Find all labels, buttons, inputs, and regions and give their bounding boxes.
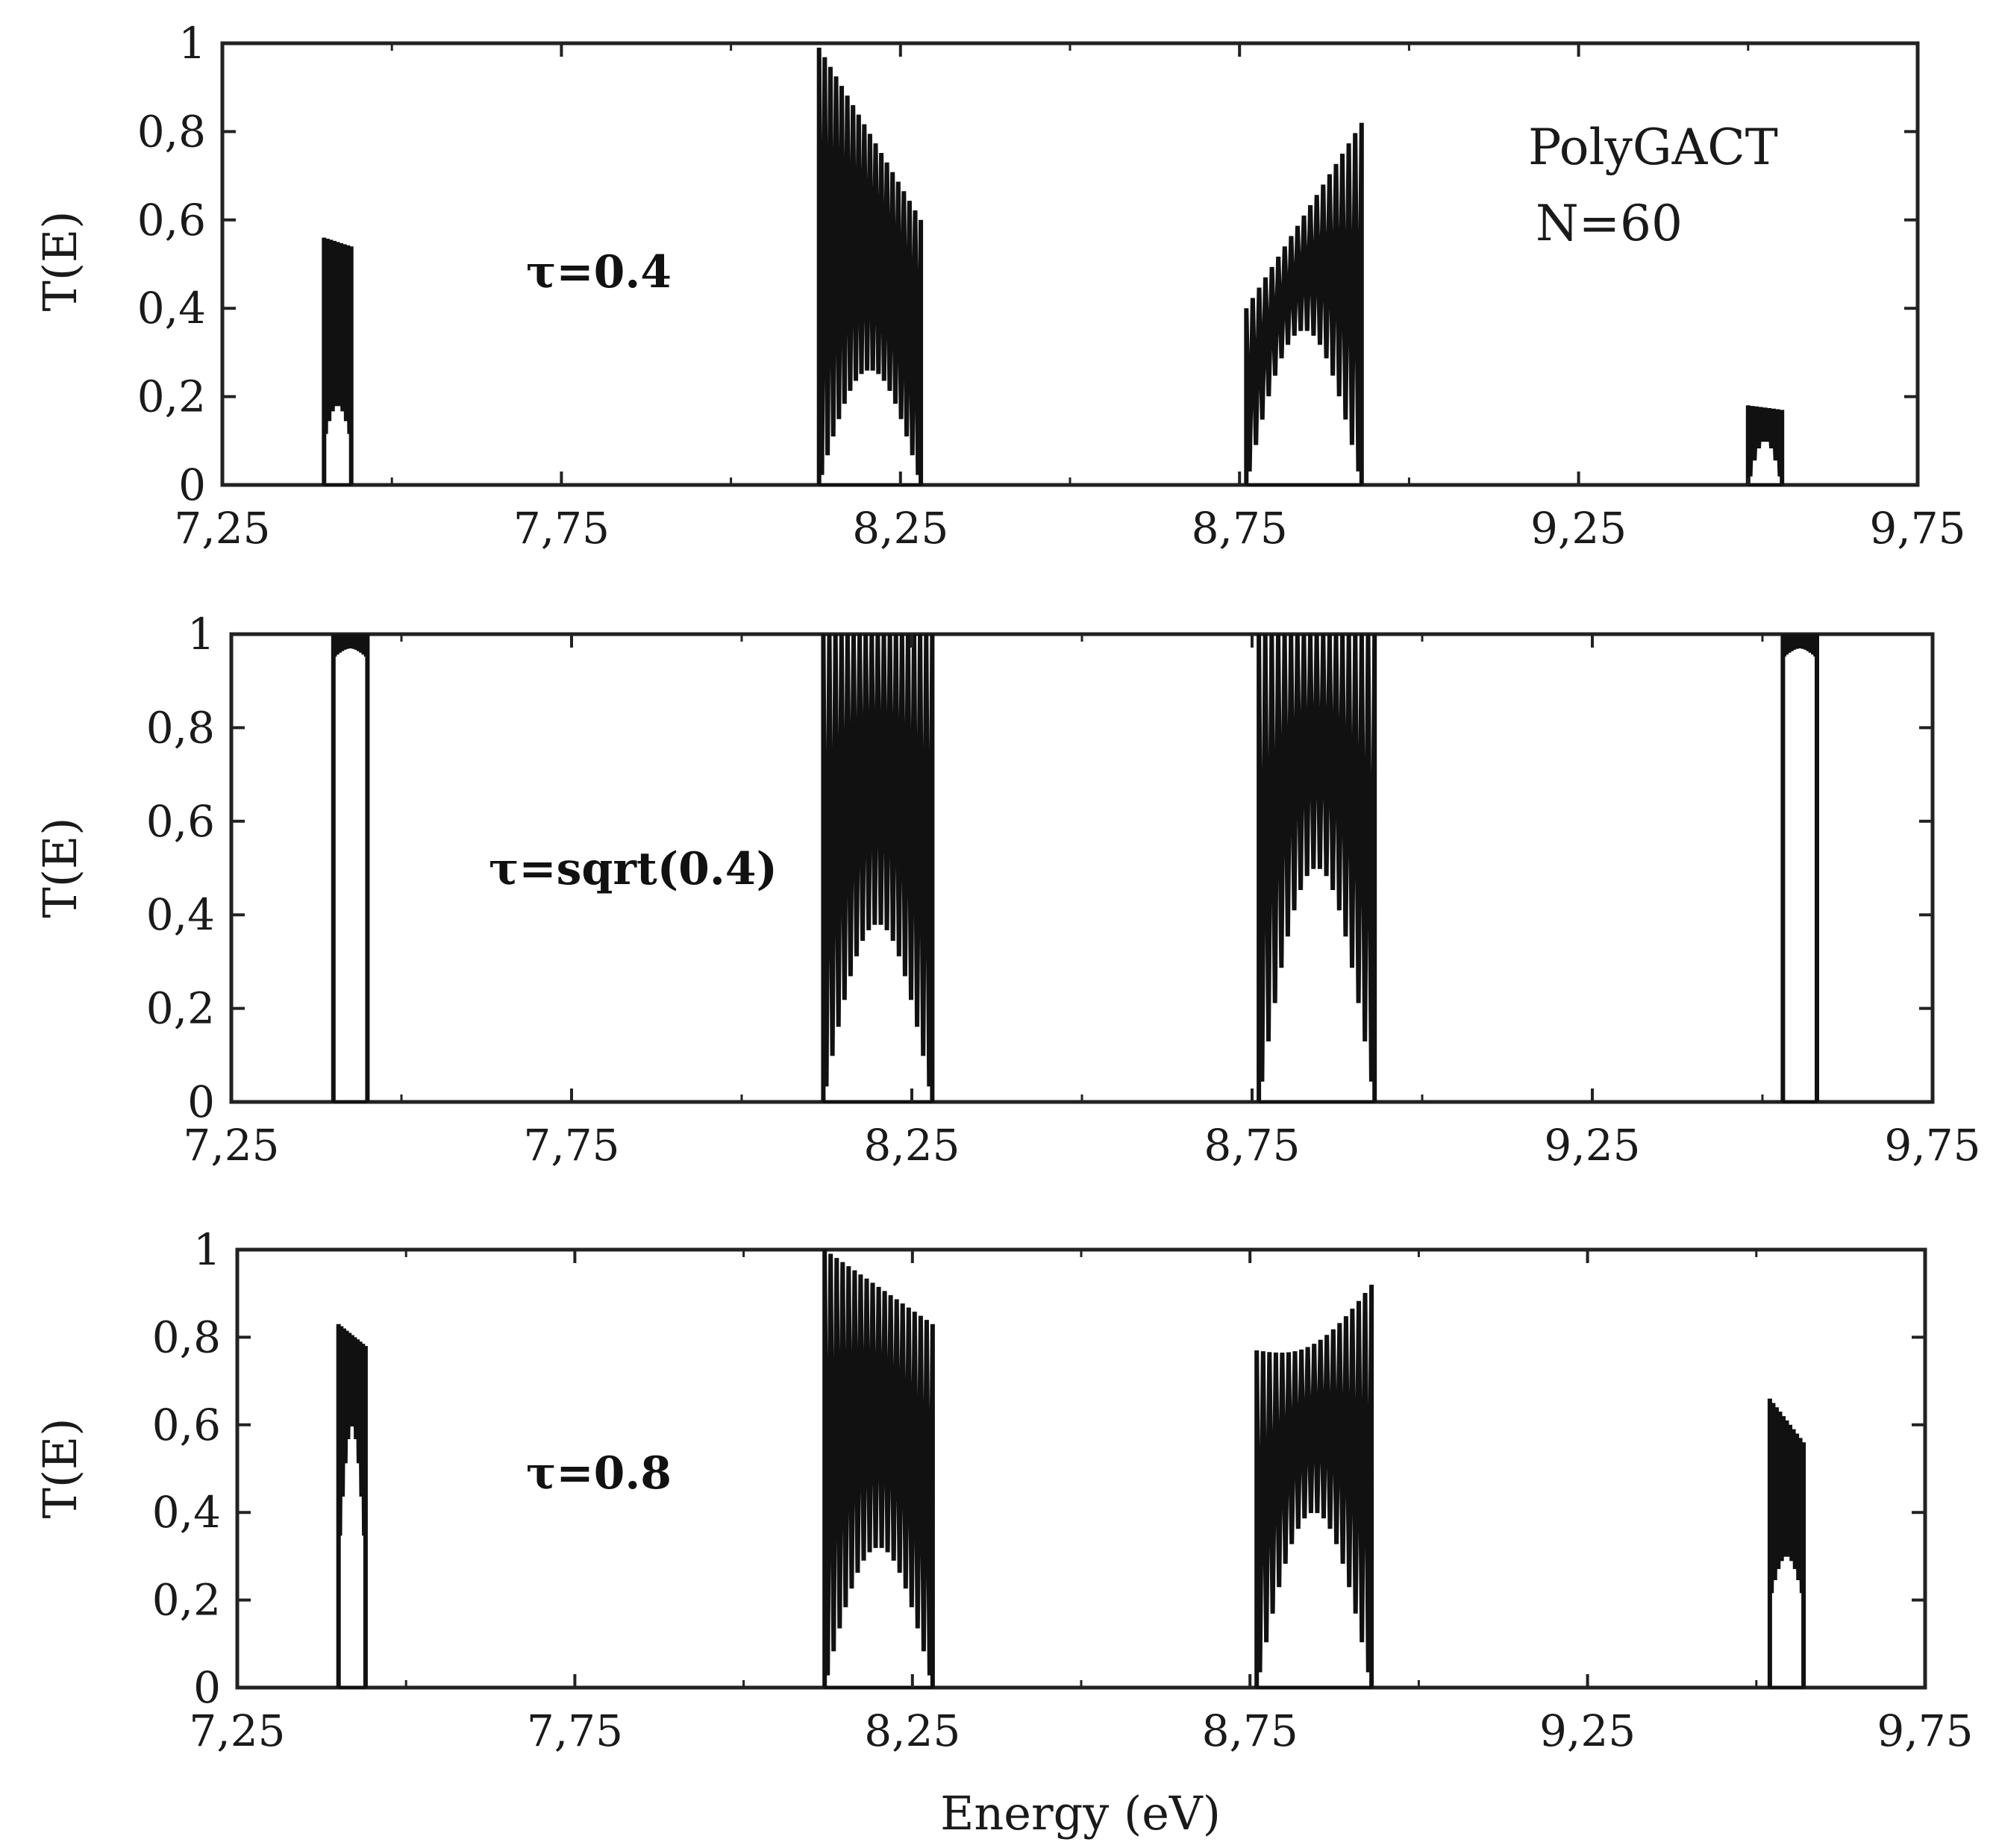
x-ticks: 7,25 7,75 8,25 8,75 9,25 9,75 bbox=[183, 634, 1981, 1171]
x-tick-label: 9,75 bbox=[1869, 503, 1965, 554]
transmission-band-3 bbox=[1254, 1284, 1374, 1688]
x-tick-label: 7,75 bbox=[527, 1706, 623, 1756]
x-ticks: 7,25 7,75 8,25 8,75 9,25 9,75 bbox=[174, 43, 1966, 554]
y-tick-label: 1 bbox=[178, 18, 206, 69]
transmission-band-2 bbox=[821, 633, 935, 1102]
y-tick-label: 0 bbox=[187, 1077, 215, 1127]
transmission-band-1 bbox=[331, 633, 370, 1102]
x-tick-label: 9,25 bbox=[1544, 1120, 1640, 1171]
transmission-band-2 bbox=[816, 47, 924, 485]
y-tick-label: 0,6 bbox=[152, 1400, 221, 1450]
y-tick-label: 0 bbox=[193, 1662, 221, 1713]
transmission-band-4 bbox=[1745, 405, 1785, 485]
x-tick-label: 8,25 bbox=[864, 1706, 960, 1756]
panel-middle: 00,20,40,60,81 7,25 7,75 8,25 8,75 9,25 9,75 … bbox=[33, 609, 1981, 1171]
transmission-band-4 bbox=[1780, 633, 1819, 1102]
plot-area bbox=[331, 633, 1819, 1103]
y-tick-label: 0,8 bbox=[137, 106, 206, 157]
y-axis-title: T(E) bbox=[33, 818, 87, 918]
transmission-band-4 bbox=[1767, 1398, 1806, 1688]
x-tick-label: 8,25 bbox=[852, 503, 948, 554]
tau-annotation: τ=sqrt(0.4) bbox=[489, 843, 778, 895]
x-tick-label: 8,75 bbox=[1204, 1120, 1300, 1171]
y-ticks: 0 0,2 0,4 0,6 0,8 1 bbox=[152, 1224, 1925, 1713]
x-tick-label: 7,25 bbox=[189, 1706, 285, 1756]
x-axis-title: Energy (eV) bbox=[940, 1786, 1221, 1841]
n-annotation: N=60 bbox=[1536, 195, 1683, 252]
polymer-annotation: PolyGACT bbox=[1528, 119, 1778, 176]
x-tick-label: 9,75 bbox=[1884, 1120, 1980, 1171]
transmission-band-1 bbox=[336, 1324, 368, 1688]
transmission-band-1 bbox=[322, 237, 354, 485]
plot-area bbox=[322, 47, 1785, 486]
y-tick-label: 1 bbox=[187, 609, 215, 660]
plot-frame bbox=[220, 41, 1920, 487]
y-tick-label: 0,2 bbox=[152, 1575, 221, 1626]
x-tick-label: 9,25 bbox=[1539, 1706, 1636, 1756]
x-tick-label: 7,75 bbox=[513, 503, 610, 554]
x-ticks: 7,25 7,75 8,25 8,75 9,25 9,75 bbox=[189, 1250, 1974, 1756]
plot-frame bbox=[235, 1247, 1927, 1690]
y-tick-label: 0,6 bbox=[137, 195, 206, 245]
y-tick-label: 0,2 bbox=[146, 983, 215, 1034]
transmission-band-3 bbox=[1244, 122, 1364, 485]
x-tick-label: 8,25 bbox=[863, 1120, 960, 1171]
y-tick-label: 0,6 bbox=[146, 796, 215, 847]
x-tick-label: 8,75 bbox=[1192, 503, 1288, 554]
y-tick-label: 0,8 bbox=[146, 702, 215, 753]
y-axis-title: T(E) bbox=[33, 211, 87, 312]
x-tick-label: 9,75 bbox=[1877, 1706, 1973, 1756]
y-tick-label: 0,8 bbox=[152, 1312, 221, 1362]
x-tick-label: 9,25 bbox=[1530, 503, 1627, 554]
plot-frame bbox=[229, 632, 1935, 1104]
x-tick-label: 7,25 bbox=[174, 503, 270, 554]
y-axis-title: T(E) bbox=[33, 1418, 87, 1519]
transmission-band-2 bbox=[822, 1249, 935, 1688]
x-tick-label: 7,75 bbox=[523, 1120, 619, 1171]
y-tick-label: 0,4 bbox=[146, 889, 215, 940]
x-tick-label: 8,75 bbox=[1202, 1706, 1298, 1756]
y-tick-label: 1 bbox=[193, 1224, 221, 1275]
panel-bottom: 00,20,40,60,81 7,25 7,75 8,25 8,75 9,25 9,75 … bbox=[33, 1224, 1974, 1841]
y-ticks: 0 0,2 0,4 0,6 0,8 1 bbox=[146, 609, 1933, 1127]
tau-annotation: τ=0.8 bbox=[526, 1447, 672, 1500]
x-tick-label: 7,25 bbox=[183, 1120, 279, 1171]
y-tick-label: 0,2 bbox=[137, 372, 206, 422]
y-ticks: 0 0,2 0,4 0,6 0,8 1 bbox=[137, 18, 1918, 510]
y-tick-label: 0,4 bbox=[152, 1487, 221, 1538]
transmission-band-3 bbox=[1257, 633, 1377, 1102]
y-tick-label: 0 bbox=[178, 460, 206, 510]
y-tick-label: 0,4 bbox=[137, 283, 206, 333]
plot-area bbox=[336, 1249, 1806, 1689]
panel-top: 00,20,40,60,81 7,25 7,75 8,25 8,75 9,25 9,75 … bbox=[33, 18, 1966, 554]
tau-annotation: τ=0.4 bbox=[526, 246, 672, 298]
